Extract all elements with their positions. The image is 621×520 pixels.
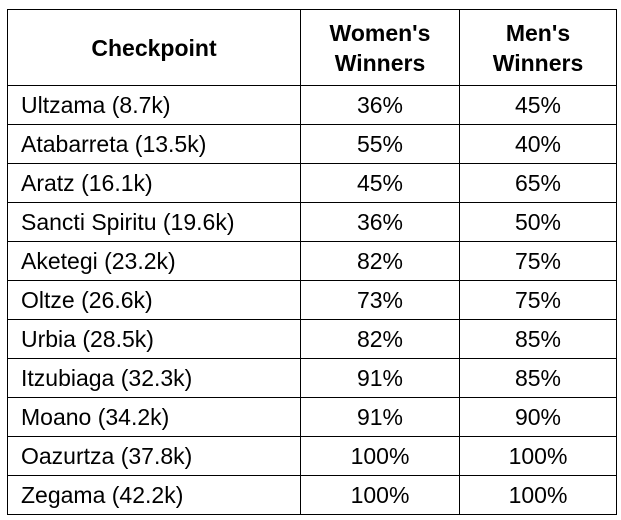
womens-winners-cell: 45% [300, 163, 460, 203]
checkpoint-cell: Sancti Spiritu (19.6k) [7, 202, 301, 242]
checkpoint-cell: Zegama (42.2k) [7, 475, 301, 515]
womens-winners-cell: 82% [300, 241, 460, 281]
checkpoint-cell: Atabarreta (13.5k) [7, 124, 301, 164]
table-header: Checkpoint Women's Winners Men's Winners [7, 9, 617, 86]
header-checkpoint: Checkpoint [7, 9, 301, 86]
womens-winners-cell: 36% [300, 85, 460, 125]
mens-winners-cell: 100% [459, 436, 617, 476]
checkpoint-cell: Itzubiaga (32.3k) [7, 358, 301, 398]
womens-winners-cell: 91% [300, 358, 460, 398]
womens-winners-cell: 100% [300, 436, 460, 476]
table-body: Ultzama (8.7k) 36% 45% Atabarreta (13.5k… [7, 85, 617, 515]
header-womens-line-1: Women's [329, 19, 431, 46]
header-womens-line-2: Winners [334, 49, 426, 76]
header-mens-line-2: Winners [492, 49, 584, 76]
womens-winners-cell: 73% [300, 280, 460, 320]
womens-winners-cell: 55% [300, 124, 460, 164]
checkpoint-cell: Ultzama (8.7k) [7, 85, 301, 125]
table-row: Itzubiaga (32.3k) 91% 85% [7, 358, 617, 398]
table-row: Urbia (28.5k) 82% 85% [7, 319, 617, 359]
table-row: Ultzama (8.7k) 36% 45% [7, 85, 617, 125]
checkpoint-cell: Aratz (16.1k) [7, 163, 301, 203]
womens-winners-cell: 36% [300, 202, 460, 242]
mens-winners-cell: 75% [459, 241, 617, 281]
mens-winners-cell: 85% [459, 319, 617, 359]
womens-winners-cell: 100% [300, 475, 460, 515]
mens-winners-cell: 45% [459, 85, 617, 125]
table-row: Oazurtza (37.8k) 100% 100% [7, 436, 617, 476]
mens-winners-cell: 40% [459, 124, 617, 164]
table-row: Moano (34.2k) 91% 90% [7, 397, 617, 437]
header-womens-winners: Women's Winners [300, 9, 460, 86]
header-mens-line-1: Men's [505, 19, 571, 46]
checkpoint-cell: Oazurtza (37.8k) [7, 436, 301, 476]
checkpoint-cell: Aketegi (23.2k) [7, 241, 301, 281]
checkpoint-cell: Urbia (28.5k) [7, 319, 301, 359]
table-row: Sancti Spiritu (19.6k) 36% 50% [7, 202, 617, 242]
mens-winners-cell: 85% [459, 358, 617, 398]
table-row: Oltze (26.6k) 73% 75% [7, 280, 617, 320]
table-row: Zegama (42.2k) 100% 100% [7, 475, 617, 515]
table-row: Aratz (16.1k) 45% 65% [7, 163, 617, 203]
womens-winners-cell: 82% [300, 319, 460, 359]
mens-winners-cell: 100% [459, 475, 617, 515]
checkpoint-winners-table: Checkpoint Women's Winners Men's Winners… [7, 9, 617, 515]
mens-winners-cell: 65% [459, 163, 617, 203]
womens-winners-cell: 91% [300, 397, 460, 437]
header-mens-winners: Men's Winners [459, 9, 617, 86]
checkpoint-cell: Moano (34.2k) [7, 397, 301, 437]
header-row: Checkpoint Women's Winners Men's Winners [7, 9, 617, 86]
header-checkpoint-label: Checkpoint [91, 34, 217, 61]
mens-winners-cell: 90% [459, 397, 617, 437]
table-row: Aketegi (23.2k) 82% 75% [7, 241, 617, 281]
mens-winners-cell: 75% [459, 280, 617, 320]
mens-winners-cell: 50% [459, 202, 617, 242]
checkpoint-cell: Oltze (26.6k) [7, 280, 301, 320]
table-row: Atabarreta (13.5k) 55% 40% [7, 124, 617, 164]
